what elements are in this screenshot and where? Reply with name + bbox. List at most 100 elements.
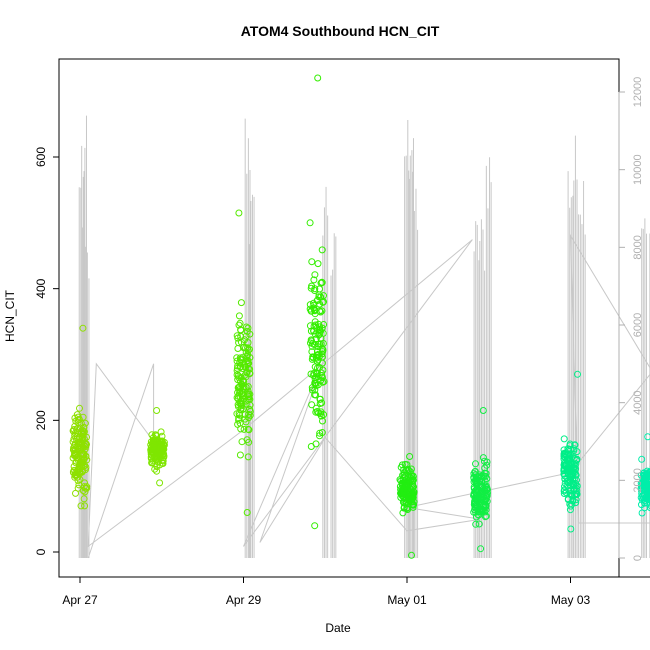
cluster-2016-04-27-0 bbox=[69, 324, 91, 510]
data-point bbox=[473, 485, 481, 493]
data-point bbox=[310, 276, 318, 284]
data-point bbox=[644, 433, 650, 441]
data-point bbox=[561, 483, 568, 491]
data-point bbox=[560, 470, 568, 478]
cluster-2016-05-01-4 bbox=[396, 453, 418, 559]
data-points bbox=[69, 74, 650, 559]
data-point bbox=[244, 357, 252, 365]
data-point bbox=[564, 495, 572, 503]
data-point bbox=[242, 332, 250, 340]
data-point bbox=[647, 467, 650, 475]
data-point bbox=[72, 469, 79, 477]
data-point bbox=[234, 362, 242, 370]
y-tick-label: 200 bbox=[34, 410, 48, 430]
y-tick-label: 400 bbox=[34, 278, 48, 298]
data-point bbox=[70, 446, 78, 454]
data-point bbox=[314, 373, 322, 381]
data-point bbox=[475, 473, 483, 481]
data-point bbox=[234, 376, 242, 384]
data-point bbox=[156, 479, 164, 487]
data-point bbox=[400, 471, 408, 479]
data-point bbox=[567, 487, 575, 495]
data-point bbox=[565, 457, 573, 464]
data-point bbox=[314, 74, 322, 82]
data-point bbox=[237, 326, 245, 334]
cluster-2016-04-28-1 bbox=[147, 407, 168, 487]
data-point bbox=[243, 436, 251, 444]
y-tick-label: 0 bbox=[34, 548, 48, 555]
data-point bbox=[647, 497, 650, 504]
data-point bbox=[156, 454, 164, 462]
data-point bbox=[320, 321, 328, 328]
data-point bbox=[567, 525, 575, 533]
data-point bbox=[243, 353, 251, 360]
data-point bbox=[482, 490, 490, 498]
data-point bbox=[569, 476, 577, 484]
data-point bbox=[77, 425, 85, 433]
data-point bbox=[320, 378, 328, 385]
data-point bbox=[77, 502, 85, 510]
data-point bbox=[404, 506, 412, 513]
data-point bbox=[642, 472, 650, 480]
data-point bbox=[400, 478, 408, 486]
data-point bbox=[240, 425, 248, 433]
data-point bbox=[153, 407, 161, 414]
data-point bbox=[476, 478, 484, 486]
data-point bbox=[242, 344, 249, 352]
data-point bbox=[568, 472, 576, 480]
left-y-axis: 0 200 400 600 bbox=[34, 147, 60, 555]
data-point bbox=[80, 483, 88, 491]
x-tick-label: Apr 27 bbox=[62, 593, 98, 607]
data-point bbox=[570, 480, 577, 488]
y-axis-label: HCN_CIT bbox=[3, 289, 17, 342]
data-point bbox=[241, 415, 249, 423]
data-point bbox=[315, 320, 322, 328]
data-point bbox=[409, 494, 417, 502]
data-point bbox=[408, 477, 416, 485]
altitude-path bbox=[87, 233, 650, 559]
data-point bbox=[311, 522, 319, 530]
data-point bbox=[80, 495, 88, 503]
data-point bbox=[158, 432, 166, 440]
data-point bbox=[573, 455, 581, 463]
data-point bbox=[481, 482, 489, 490]
data-point bbox=[402, 486, 410, 494]
data-point bbox=[79, 430, 87, 438]
data-point bbox=[472, 460, 479, 468]
data-point bbox=[82, 443, 90, 450]
data-point bbox=[313, 358, 321, 365]
data-point bbox=[648, 492, 650, 499]
data-point bbox=[476, 508, 484, 515]
data-point bbox=[237, 363, 245, 371]
x-tick-label: May 01 bbox=[387, 593, 427, 607]
data-point bbox=[76, 440, 83, 448]
data-point bbox=[482, 512, 490, 520]
data-point bbox=[306, 322, 314, 330]
data-point bbox=[561, 475, 569, 483]
data-point bbox=[306, 301, 314, 309]
data-point bbox=[242, 348, 250, 356]
data-point bbox=[244, 453, 252, 461]
y2-tick-label: 10000 bbox=[632, 154, 644, 185]
data-point bbox=[74, 413, 82, 421]
data-point bbox=[316, 395, 324, 403]
data-point bbox=[640, 481, 648, 489]
data-point bbox=[318, 279, 326, 287]
data-point bbox=[151, 431, 159, 439]
data-point bbox=[483, 475, 491, 482]
data-point bbox=[73, 428, 81, 436]
data-point bbox=[79, 324, 87, 332]
data-point bbox=[76, 404, 83, 412]
data-point bbox=[81, 419, 89, 427]
data-point bbox=[79, 433, 86, 441]
data-point bbox=[242, 323, 250, 331]
data-point bbox=[235, 410, 243, 418]
data-point bbox=[471, 501, 479, 509]
data-point bbox=[316, 400, 324, 407]
data-point bbox=[406, 468, 414, 476]
data-point bbox=[244, 425, 252, 433]
data-point bbox=[472, 508, 480, 516]
data-point bbox=[244, 324, 252, 332]
data-point bbox=[243, 327, 251, 335]
data-point bbox=[637, 471, 645, 479]
